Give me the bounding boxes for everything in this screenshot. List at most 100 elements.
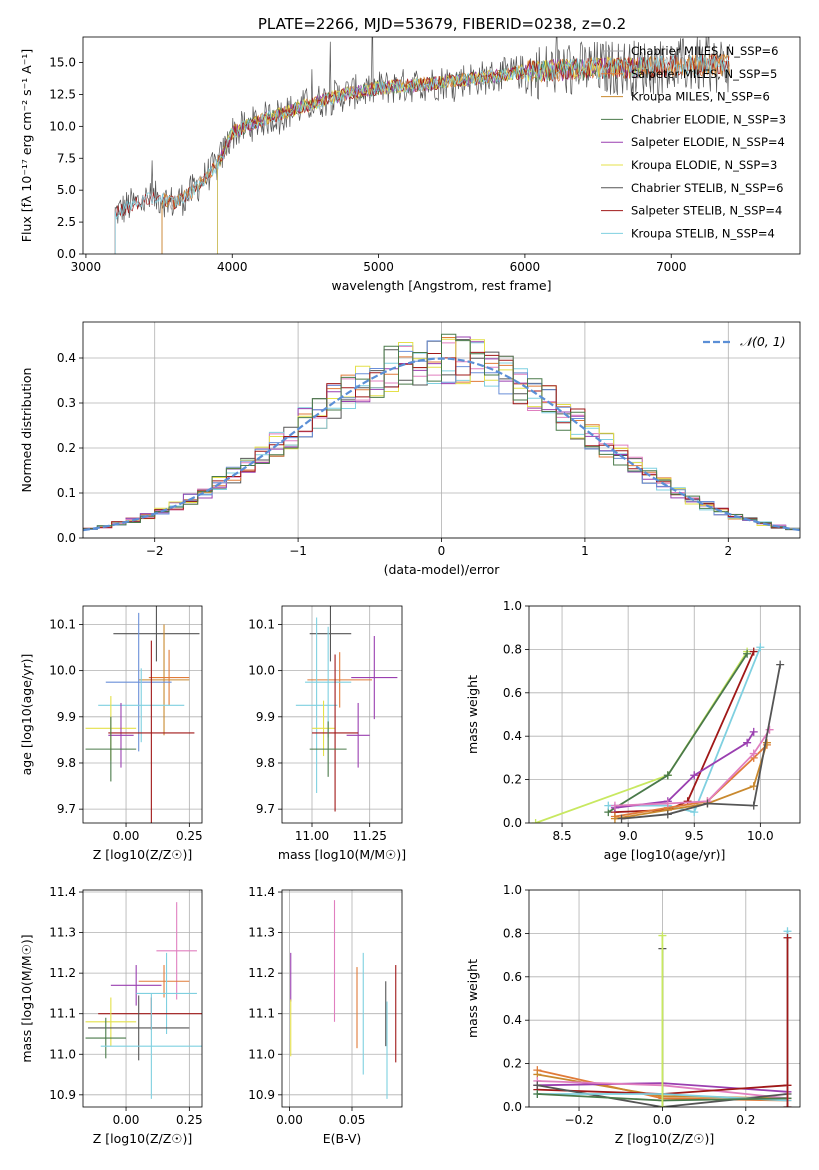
y-tick-label: 5.0 — [57, 183, 76, 197]
axes-frame — [528, 605, 801, 824]
x-tick-label: 7000 — [656, 260, 687, 274]
axes-frame — [281, 889, 403, 1108]
y-tick-label: 0.0 — [503, 816, 522, 830]
y-tick-label: 0.8 — [503, 642, 522, 656]
plot-area — [290, 900, 397, 1099]
x-axis-label: mass [log10(M/M☉)] — [278, 847, 406, 862]
x-tick-label: 9.5 — [685, 829, 704, 843]
y-tick-label: 1.0 — [503, 883, 522, 897]
y-tick-label: 11.4 — [248, 885, 275, 899]
x-tick-label: 10.0 — [747, 829, 774, 843]
y-axis-label: mass weight — [465, 675, 480, 754]
y-axis-label: age [log10(age/yr)] — [19, 654, 34, 776]
y-tick-label: 0.1 — [57, 486, 76, 500]
y-tick-label: 10.1 — [248, 617, 275, 631]
y-tick-label: 12.5 — [49, 87, 76, 101]
panel-age-vs-mass: 11.00 11.25 9.7 9.8 9.9 10.0 10.1 mass [log10(M… — [248, 605, 406, 862]
y-tick-label: 0.0 — [57, 531, 76, 545]
weight-marker-8 — [749, 801, 758, 810]
x-tick-label: 0 — [438, 544, 446, 558]
x-tick-label: 0.0 — [653, 1113, 672, 1127]
x-axis-label: E(B-V) — [323, 1131, 362, 1146]
y-tick-label: 11.1 — [248, 1007, 275, 1021]
plot-area — [531, 643, 785, 823]
weight-marker-1 — [663, 771, 672, 780]
legend-label-7: Salpeter STELIB, N_SSP=4 — [631, 204, 782, 218]
x-axis-label: wavelength [Angstrom, rest frame] — [331, 278, 551, 293]
plot-area — [85, 902, 202, 1099]
weight-marker-7 — [610, 801, 619, 810]
x-tick-label: −2 — [146, 544, 164, 558]
x-axis-label: age [log10(age/yr)] — [604, 847, 726, 862]
legend-label-3: Chabrier ELODIE, N_SSP=3 — [631, 112, 786, 126]
legend-label-0: Chabrier MILES, N_SSP=6 — [631, 44, 778, 58]
y-tick-label: 11.1 — [49, 1007, 76, 1021]
y-tick-label: 0.8 — [503, 926, 522, 940]
panel-mass-vs-EBV: 0.00 0.05 10.9 11.0 11.1 11.2 11.3 11.4 E(B-V) — [248, 885, 403, 1146]
y-tick-label: 2.5 — [57, 215, 76, 229]
spectrum-series-5 — [217, 56, 643, 254]
legend-label-8: Kroupa STELIB, N_SSP=4 — [631, 226, 775, 240]
weight-marker-3 — [690, 808, 699, 817]
y-tick-label: 15.0 — [49, 56, 76, 70]
legend-label-4: Salpeter ELODIE, N_SSP=4 — [631, 135, 785, 149]
weight-marker-6 — [749, 782, 758, 791]
x-axis-label: Z [log10(Z/Z☉)] — [93, 1131, 193, 1146]
weight-marker-11 — [783, 933, 792, 942]
y-tick-label: 10.9 — [248, 1088, 275, 1102]
y-axis-label: Normed distribution — [19, 368, 34, 493]
weight-series-4 — [614, 731, 755, 809]
legend-label: 𝒩(0, 1) — [740, 334, 786, 349]
y-tick-label: 10.0 — [248, 664, 275, 678]
weight-marker-6 — [762, 738, 771, 747]
y-tick-label: 0.0 — [503, 1100, 522, 1114]
y-tick-label: 9.8 — [57, 756, 76, 770]
y-tick-label: 9.9 — [256, 710, 275, 724]
y-tick-label: 11.2 — [49, 966, 76, 980]
weight-marker-4 — [749, 727, 758, 736]
x-tick-label: 0.2 — [736, 1113, 755, 1127]
y-tick-label: 0.3 — [57, 396, 76, 410]
figure-title: PLATE=2266, MJD=53679, FIBERID=0238, z=0… — [258, 15, 626, 33]
weight-marker-11 — [783, 1103, 792, 1107]
plot-area — [295, 606, 398, 812]
weight-marker-8 — [663, 810, 672, 819]
y-tick-label: 0.0 — [57, 247, 76, 261]
spectrum-series-6 — [114, 37, 731, 254]
legend-label-2: Kroupa MILES, N_SSP=6 — [631, 90, 770, 104]
panel-mass-vs-Z: 0.00 0.25 10.9 11.0 11.1 11.2 11.3 11.4 Z [log10… — [19, 885, 203, 1146]
y-tick-label: 11.0 — [248, 1047, 275, 1061]
weight-marker-8 — [703, 799, 712, 808]
weight-marker-4 — [743, 738, 752, 747]
x-tick-label: 6000 — [510, 260, 541, 274]
weight-series-3 — [608, 646, 762, 814]
x-tick-label: −1 — [289, 544, 307, 558]
y-axis-label: Flux [fλ 10⁻¹⁷ erg cm⁻² s⁻¹ A⁻¹] — [19, 49, 34, 242]
y-tick-label: 9.9 — [57, 710, 76, 724]
x-tick-label: 0.25 — [176, 1113, 203, 1127]
x-tick-label: 4000 — [217, 260, 248, 274]
y-tick-label: 0.6 — [503, 686, 522, 700]
weight-marker-7 — [765, 725, 774, 734]
x-tick-label: 0.05 — [339, 1113, 366, 1127]
y-tick-label: 0.4 — [503, 1013, 522, 1027]
plot-area — [533, 927, 792, 1107]
x-tick-label: 2 — [724, 544, 732, 558]
y-tick-label: 0.4 — [57, 351, 76, 365]
y-tick-label: 11.3 — [248, 926, 275, 940]
plot-area — [85, 606, 200, 823]
weight-marker-8 — [776, 660, 785, 669]
y-tick-label: 10.9 — [49, 1088, 76, 1102]
weight-marker-4 — [690, 771, 699, 780]
weight-marker-5 — [533, 1081, 542, 1090]
y-tick-label: 0.2 — [57, 441, 76, 455]
y-tick-label: 9.7 — [57, 802, 76, 816]
y-tick-label: 11.3 — [49, 926, 76, 940]
x-tick-label: 3000 — [71, 260, 102, 274]
x-tick-label: 5000 — [363, 260, 394, 274]
weight-marker-9 — [658, 931, 667, 940]
legend-label-1: Salpeter MILES, N_SSP=5 — [631, 67, 777, 81]
weight-marker-7 — [533, 1089, 542, 1098]
x-tick-label: 11.25 — [353, 829, 387, 843]
